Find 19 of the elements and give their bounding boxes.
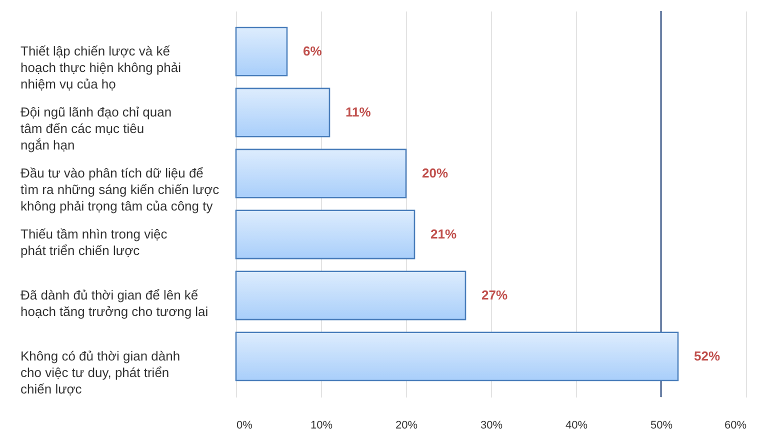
y-tick-label: Thiết lập chiến lược và kế hoạch thực hiện không phải nhiệm vụ của họ [20,44,182,92]
x-tick-label: 0% [236,420,253,432]
y-tick-label: Đội ngũ lãnh đạo chỉ quan tâm đến các mục tiêu ngắn hạn [20,104,172,153]
x-tick-label: 40% [565,420,588,432]
data-label: 11% [346,104,372,120]
y-tick-label: Không có đủ thời gian dành cho việc tư duy, phát triển chiến lược [20,348,180,396]
data-label: 21% [430,226,457,242]
y-tick-label: Đầu tư vào phân tích dữ liệu để tìm ra những sáng kiến chiến lược không phải trọng tâm của công ty [20,166,220,214]
data-label: 27% [482,287,508,302]
x-tick-label: 50% [650,420,673,432]
x-tick-label: 60% [724,420,747,432]
data-label: 52% [694,348,720,364]
x-tick-label: 10% [310,420,333,432]
data-label: 20% [422,166,448,181]
data-label: 6% [303,44,322,59]
y-tick-label: Đã dành đủ thời gian để lên kế hoạch tăng trưởng cho tương lai [20,287,208,319]
x-tick-label: 30% [480,420,503,432]
y-tick-label: Thiếu tầm nhìn trong việc phát triển chiến lược [20,226,168,258]
x-tick-label: 20% [395,420,418,432]
